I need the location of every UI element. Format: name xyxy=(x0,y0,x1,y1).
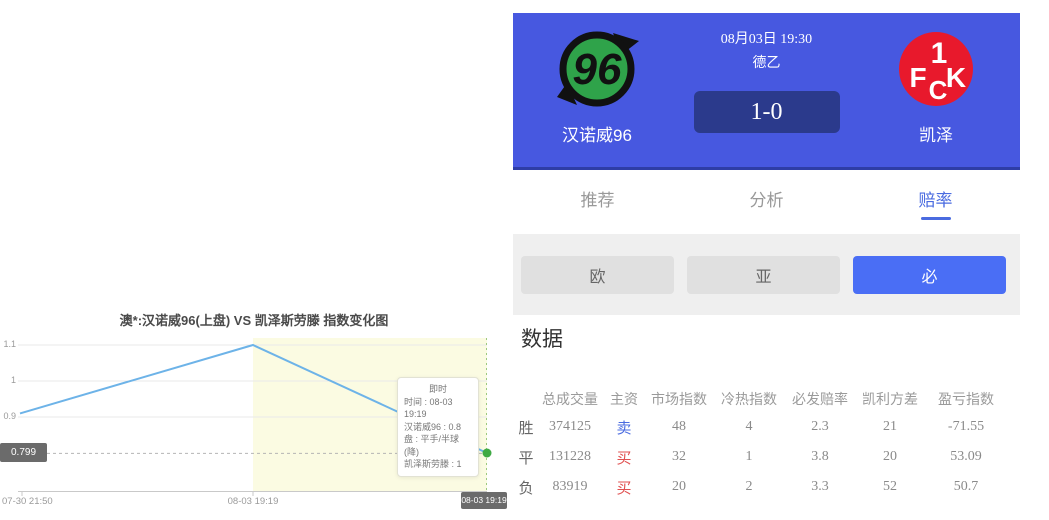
match-header: 96 汉诺威96 08月03日 19:30 德乙 1-0 1 F C K 凯泽 xyxy=(513,13,1020,170)
tooltip-handicap: 盘 : 平手/半球(降) xyxy=(404,434,460,457)
score-badge: 1-0 xyxy=(693,91,840,133)
cell-kelly-variance: 52 xyxy=(883,479,897,494)
bifa-data-table: 总成交量 主资 市场指数 冷热指数 必发赔率 凯利方差 盈亏指数 胜 37412… xyxy=(515,386,1007,502)
current-point-dot[interactable] xyxy=(482,448,492,458)
svg-text:1: 1 xyxy=(931,37,948,70)
cell-market-index: 32 xyxy=(672,449,686,464)
home-team-name: 汉诺威96 xyxy=(562,126,632,145)
cell-hot-index: 2 xyxy=(745,479,753,494)
x-tick-label: 08-03 19:19 xyxy=(227,496,279,507)
cell-main-money: 买 xyxy=(616,479,632,497)
cell-volume: 374125 xyxy=(549,419,591,434)
header-profit-index: 盈亏指数 xyxy=(938,391,994,407)
cell-hot-index: 1 xyxy=(745,449,753,464)
odds-nav-bifa[interactable]: 必 xyxy=(853,255,1006,294)
header-bifa-odds: 必发赔率 xyxy=(792,391,848,407)
header-hot-index: 冷热指数 xyxy=(721,391,777,407)
current-value-badge: 0.799 xyxy=(0,443,47,462)
cell-volume: 131228 xyxy=(549,449,591,464)
header-main-money: 主资 xyxy=(610,391,638,407)
y-tick-label: 0.9 xyxy=(3,411,16,421)
tab-odds[interactable]: 赔率 xyxy=(851,176,1020,230)
cell-market-index: 48 xyxy=(672,419,686,434)
tooltip-away-odds: 凯泽斯劳滕 : 1 xyxy=(404,459,462,469)
odds-nav-asia[interactable]: 亚 xyxy=(687,255,840,294)
cell-bifa-odds: 3.3 xyxy=(811,479,829,494)
cell-bifa-odds: 3.8 xyxy=(811,449,829,464)
match-info: 08月03日 19:30 德乙 1-0 xyxy=(681,13,852,167)
odds-chart-section: 澳*:汉诺威96(上盘) VS 凯泽斯劳滕 指数变化图 1.1 1 0.9 0.… xyxy=(0,300,508,520)
cell-bifa-odds: 2.3 xyxy=(811,419,829,434)
match-panel: 96 汉诺威96 08月03日 19:30 德乙 1-0 1 F C K 凯泽 xyxy=(513,0,1020,520)
svg-text:K: K xyxy=(946,62,966,93)
odds-type-nav: 欧 亚 必 xyxy=(513,234,1020,315)
cell-profit-index: -71.55 xyxy=(947,419,985,434)
tooltip-title: 即时 xyxy=(428,384,447,394)
home-team: 96 汉诺威96 xyxy=(513,13,681,167)
table-header-row: 总成交量 主资 市场指数 冷热指数 必发赔率 凯利方差 盈亏指数 xyxy=(515,386,1007,412)
header-market-index: 市场指数 xyxy=(651,391,707,407)
main-tabs: 推荐 分析 赔率 xyxy=(513,176,1020,230)
chart-tooltip: 即时 时间 : 08-03 19:19 汉诺威96 : 0.8 盘 : 平手/半… xyxy=(397,377,479,477)
tab-analysis[interactable]: 分析 xyxy=(749,191,784,210)
tooltip-time: 时间 : 08-03 19:19 xyxy=(404,396,453,420)
x-tick-label: 07-30 21:50 xyxy=(2,496,53,507)
table-row-lose: 负 83919 买 20 2 3.3 52 50.7 xyxy=(515,472,1007,502)
svg-text:96: 96 xyxy=(573,45,622,94)
y-tick-label: 1.1 xyxy=(3,339,16,349)
cell-kelly-variance: 21 xyxy=(883,419,897,434)
y-tick-label: 1 xyxy=(10,375,16,385)
svg-text:F: F xyxy=(909,62,926,93)
cell-market-index: 20 xyxy=(672,479,686,494)
cell-profit-index: 50.7 xyxy=(953,479,979,494)
svg-text:C: C xyxy=(929,75,948,105)
cell-kelly-variance: 20 xyxy=(883,449,897,464)
row-label: 平 xyxy=(518,449,534,467)
table-row-draw: 平 131228 买 32 1 3.8 20 53.09 xyxy=(515,442,1007,472)
away-team-logo: 1 F C K xyxy=(899,32,973,106)
cell-volume: 83919 xyxy=(552,479,588,494)
match-datetime: 08月03日 19:30 xyxy=(720,32,813,47)
data-section-title: 数据 xyxy=(521,328,563,351)
match-league: 德乙 xyxy=(752,54,781,70)
tab-recommend[interactable]: 推荐 xyxy=(580,191,615,210)
chart-title: 澳*:汉诺威96(上盘) VS 凯泽斯劳滕 指数变化图 xyxy=(119,313,389,328)
header-volume: 总成交量 xyxy=(542,391,598,407)
odds-nav-europe[interactable]: 欧 xyxy=(521,255,674,294)
away-team-name: 凯泽 xyxy=(919,126,953,145)
row-label: 负 xyxy=(518,479,534,497)
current-time-badge: 08-03 19:19 xyxy=(461,492,507,509)
cell-main-money: 卖 xyxy=(616,419,632,437)
table-row-win: 胜 374125 卖 48 4 2.3 21 -71.55 xyxy=(515,412,1007,442)
header-kelly-variance: 凯利方差 xyxy=(862,391,918,407)
cell-profit-index: 53.09 xyxy=(950,449,982,464)
tooltip-home-odds: 汉诺威96 : 0.8 xyxy=(404,421,462,432)
row-label: 胜 xyxy=(518,419,534,437)
header-empty xyxy=(515,386,537,412)
home-team-logo: 96 xyxy=(557,31,639,107)
cell-main-money: 买 xyxy=(616,449,632,467)
cell-hot-index: 4 xyxy=(745,419,753,434)
away-team: 1 F C K 凯泽 xyxy=(852,13,1020,167)
